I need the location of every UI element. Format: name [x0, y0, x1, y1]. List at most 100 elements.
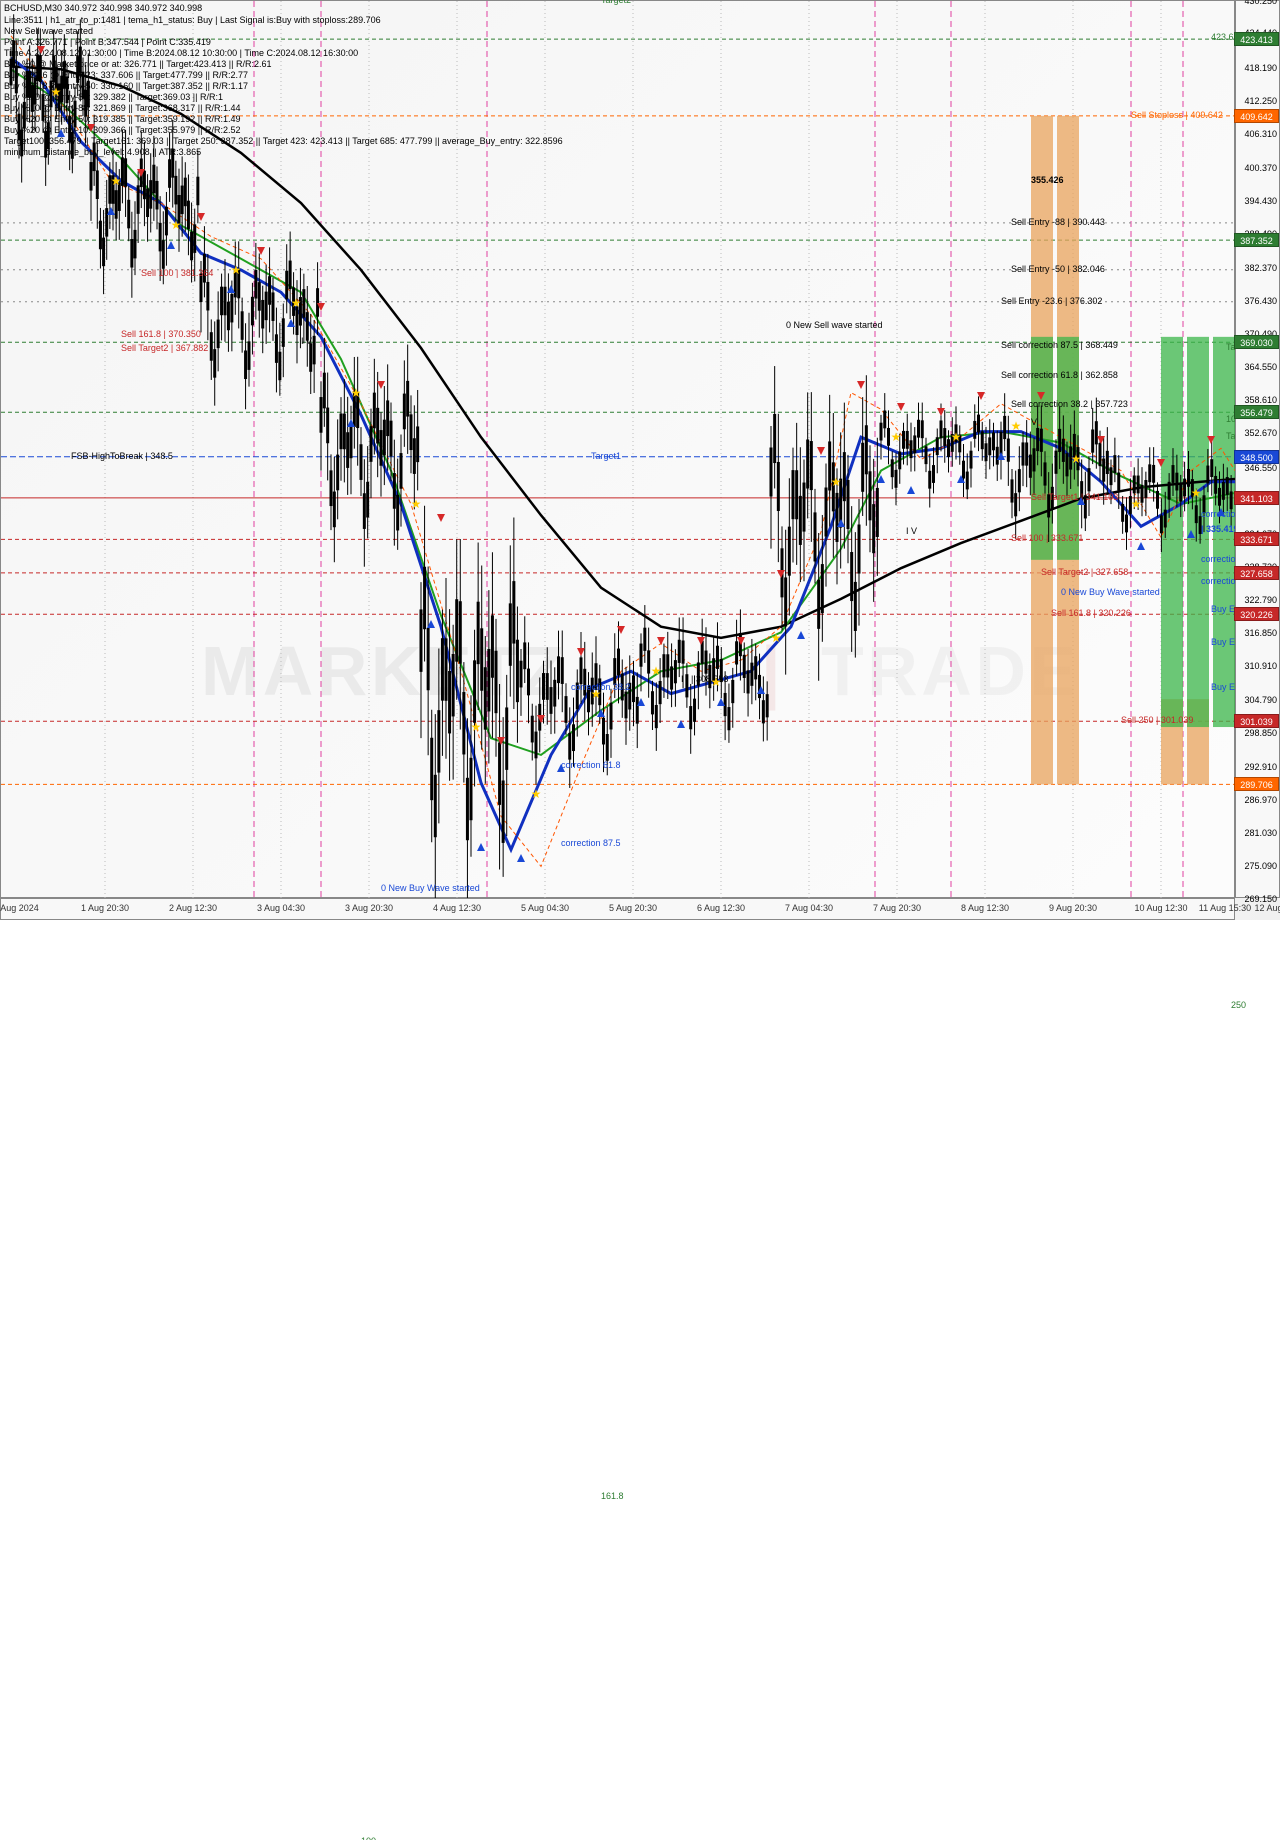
arrow-up-icon — [347, 419, 355, 427]
star-icon: ★ — [591, 687, 602, 701]
price-level-box: 387.352 — [1234, 233, 1279, 247]
arrow-up-icon — [1217, 508, 1225, 516]
arrow-up-icon — [167, 241, 175, 249]
chart-label: 355.426 — [1031, 175, 1064, 185]
price-level-box: 333.671 — [1234, 532, 1279, 546]
star-icon: ★ — [51, 85, 62, 99]
y-tick: 376.430 — [1244, 296, 1277, 306]
info-line: Buy %10 @ Entry-88: 329.382 || Target:36… — [4, 92, 223, 102]
plot-area[interactable]: MARKETZ | TRADE BCHUSD,M30 340.972 340.9… — [0, 0, 1235, 898]
arrow-up-icon — [557, 764, 565, 772]
star-icon: ★ — [711, 675, 722, 689]
arrow-down-icon — [537, 715, 545, 723]
info-line: Line:3511 | h1_atr_to_p:1481 | tema_h1_s… — [4, 15, 381, 25]
arrow-up-icon — [597, 709, 605, 717]
x-tick: 6 Aug 12:30 — [697, 903, 745, 913]
arrow-up-icon — [717, 698, 725, 706]
x-tick: 5 Aug 20:30 — [609, 903, 657, 913]
info-line: minimum_distance_buy_level: 4.908 || ATR… — [4, 147, 201, 157]
price-level-box: 320.226 — [1234, 607, 1279, 621]
x-tick: 7 Aug 20:30 — [873, 903, 921, 913]
trading-chart: MARKETZ | TRADE BCHUSD,M30 340.972 340.9… — [0, 0, 1280, 920]
chart-label: correction 87.5 — [561, 838, 621, 848]
arrow-down-icon — [497, 737, 505, 745]
chart-label: Sell 250 | 301.039 — [1121, 715, 1193, 725]
price-level-box: 423.413 — [1234, 32, 1279, 46]
info-line: Buy %61.8 @ Entry-50: 330.160 || Target:… — [4, 81, 248, 91]
arrow-up-icon — [1077, 497, 1085, 505]
info-line: Point A:326.771 | Point B:347.544 | Poin… — [4, 37, 211, 47]
x-tick: 1 Aug 2024 — [0, 903, 39, 913]
chart-label: Sell 161.8 | 370.350 — [121, 329, 201, 339]
x-axis: 1 Aug 20241 Aug 20:302 Aug 12:303 Aug 04… — [0, 898, 1235, 920]
star-icon: ★ — [951, 430, 962, 444]
arrow-down-icon — [897, 403, 905, 411]
arrow-down-icon — [37, 46, 45, 54]
chart-label: Sell Stoploss | 409.642 — [1131, 110, 1223, 120]
chart-label: Sell Entry -50 | 382.046 — [1011, 264, 1105, 274]
chart-label: 161.8 — [601, 1491, 624, 1501]
y-tick: 412.250 — [1244, 96, 1277, 106]
arrow-up-icon — [837, 519, 845, 527]
arrow-down-icon — [817, 447, 825, 455]
y-tick: 275.090 — [1244, 861, 1277, 871]
arrow-up-icon — [227, 285, 235, 293]
arrow-down-icon — [377, 381, 385, 389]
x-tick: 7 Aug 04:30 — [785, 903, 833, 913]
arrow-down-icon — [317, 303, 325, 311]
star-icon: ★ — [231, 263, 242, 277]
price-level-box: 341.103 — [1234, 491, 1279, 505]
y-tick: 298.850 — [1244, 728, 1277, 738]
price-level-box: 327.658 — [1234, 566, 1279, 580]
price-level-box: 348.500 — [1234, 450, 1279, 464]
arrow-down-icon — [87, 124, 95, 132]
chart-label: Sell Entry -88 | 390.443 — [1011, 217, 1105, 227]
y-tick: 430.250 — [1244, 0, 1277, 6]
arrow-down-icon — [577, 648, 585, 656]
star-icon: ★ — [651, 664, 662, 678]
symbol-header: BCHUSD,M30 340.972 340.998 340.972 340.9… — [4, 3, 202, 13]
arrow-down-icon — [937, 408, 945, 416]
chart-label: Target2 — [601, 0, 631, 5]
y-tick: 286.970 — [1244, 795, 1277, 805]
x-tick: 3 Aug 04:30 — [257, 903, 305, 913]
info-line: New Sell wave started — [4, 26, 93, 36]
star-icon: ★ — [1011, 419, 1022, 433]
info-line: Buy %23.6 @ Entry-23: 337.606 || Target:… — [4, 70, 248, 80]
x-tick: 12 Aug 07:30 — [1254, 903, 1280, 913]
arrow-up-icon — [877, 475, 885, 483]
arrow-up-icon — [1137, 542, 1145, 550]
arrow-up-icon — [997, 452, 1005, 460]
y-axis: 430.250424.440418.190412.250406.310400.3… — [1235, 0, 1280, 898]
info-line: Buy %20 @ Entry-50: 319.385 || Target:35… — [4, 114, 240, 124]
price-level-box: 289.706 — [1234, 777, 1279, 791]
y-tick: 364.550 — [1244, 362, 1277, 372]
y-tick: 352.670 — [1244, 428, 1277, 438]
arrow-down-icon — [437, 514, 445, 522]
star-icon: ★ — [531, 787, 542, 801]
arrow-down-icon — [1207, 436, 1215, 444]
y-tick: 304.790 — [1244, 695, 1277, 705]
star-icon: ★ — [891, 430, 902, 444]
y-tick: 400.370 — [1244, 163, 1277, 173]
arrow-up-icon — [1187, 530, 1195, 538]
chart-label: Sell Target2 | 367.882 — [121, 343, 208, 353]
y-tick: 358.610 — [1244, 395, 1277, 405]
price-level-box: 301.039 — [1234, 714, 1279, 728]
x-tick: 2 Aug 12:30 — [169, 903, 217, 913]
star-icon: ★ — [471, 720, 482, 734]
star-icon: ★ — [1131, 497, 1142, 511]
x-tick: 8 Aug 12:30 — [961, 903, 1009, 913]
arrow-down-icon — [617, 626, 625, 634]
star-icon: ★ — [1191, 486, 1202, 500]
arrow-up-icon — [427, 620, 435, 628]
x-tick: 10 Aug 12:30 — [1134, 903, 1187, 913]
arrow-down-icon — [1157, 459, 1165, 467]
star-icon: ★ — [111, 174, 122, 188]
arrow-up-icon — [677, 720, 685, 728]
chart-label: | 335.419 — [1201, 524, 1239, 534]
star-icon: ★ — [291, 296, 302, 310]
chart-label: 100 — [361, 1836, 376, 1840]
info-line: Buy %20 @ Entry-10: 309.366 || Target:35… — [4, 125, 240, 135]
chart-label: 423.6 — [1211, 32, 1234, 42]
